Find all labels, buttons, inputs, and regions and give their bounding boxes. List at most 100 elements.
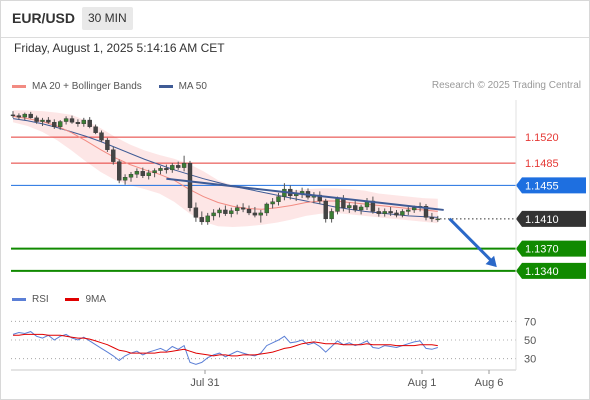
candle xyxy=(28,111,33,119)
candle-body xyxy=(105,139,110,150)
candle-body xyxy=(28,113,33,119)
candle xyxy=(34,115,39,124)
candle-body xyxy=(81,119,87,124)
legend-9ma: 9MA xyxy=(65,294,106,305)
candle xyxy=(429,212,435,222)
candle-body xyxy=(93,126,98,133)
candle-body xyxy=(394,212,399,216)
candle xyxy=(152,168,157,178)
projection-arrow-shaft xyxy=(448,217,495,265)
candle-body xyxy=(52,122,57,127)
candle-body xyxy=(276,196,281,202)
candle xyxy=(146,169,151,180)
candle-body xyxy=(423,206,429,218)
candle-body xyxy=(122,177,128,181)
candle-body xyxy=(211,212,216,217)
level-tag-label: 1.1455 xyxy=(525,180,559,192)
candle-body xyxy=(128,174,134,178)
candle xyxy=(423,204,429,221)
rsi-tick-70: 70 xyxy=(524,316,536,328)
candle xyxy=(52,119,57,129)
candle-body xyxy=(347,205,352,208)
candle-body xyxy=(140,171,146,176)
candle xyxy=(116,159,122,184)
candle-body xyxy=(264,203,269,214)
candle-body xyxy=(223,209,228,214)
ma9-swatch xyxy=(65,298,80,301)
candle xyxy=(264,202,269,216)
level-tag-1-1455: 1.1455 xyxy=(516,177,586,194)
candle-body xyxy=(258,212,263,216)
interval-selector[interactable]: 30 MIN xyxy=(82,7,133,30)
candle-body xyxy=(63,118,69,122)
candle xyxy=(69,115,75,124)
candle xyxy=(353,201,358,213)
legend-ma50: MA 50 xyxy=(158,81,207,92)
legend-ma20: MA 20 + Bollinger Bands xyxy=(12,81,142,92)
candle xyxy=(323,198,328,223)
candle xyxy=(134,168,140,178)
candle-body xyxy=(229,210,234,214)
candle xyxy=(75,119,81,127)
candle xyxy=(93,124,98,135)
candle-body xyxy=(246,208,252,214)
candle xyxy=(187,160,193,212)
candle-body xyxy=(164,168,169,171)
ma20-swatch xyxy=(12,85,26,88)
candle xyxy=(199,211,205,225)
candle xyxy=(128,172,134,182)
candle-body xyxy=(429,217,435,220)
candle xyxy=(223,205,228,216)
candle-body xyxy=(341,198,346,208)
candle-body xyxy=(412,207,417,211)
level-tag-1-1410: 1.1410 xyxy=(516,210,586,227)
projection-arrow-head xyxy=(485,255,497,268)
x-tick-label: Aug 1 xyxy=(408,377,437,389)
candle xyxy=(400,209,405,218)
candle xyxy=(63,116,69,125)
candle xyxy=(40,117,45,126)
candle xyxy=(158,166,163,175)
candle-body xyxy=(175,165,181,168)
level-tag-1-1340: 1.1340 xyxy=(516,262,586,279)
level-tag-label: 1.1410 xyxy=(525,214,559,226)
candle xyxy=(258,209,263,223)
candle xyxy=(347,202,352,213)
candle-body xyxy=(10,114,16,117)
candle-body xyxy=(217,209,222,214)
x-tick-label: Aug 6 xyxy=(475,377,504,389)
candle xyxy=(388,206,393,216)
candle-body xyxy=(187,162,193,208)
candle-body xyxy=(40,119,45,122)
candle-body xyxy=(99,132,104,141)
chart-header: EUR/USD 30 MIN xyxy=(0,0,590,38)
candle xyxy=(234,204,240,215)
candle-body xyxy=(435,218,440,221)
level-tag-1-1370: 1.1370 xyxy=(516,240,586,257)
candle-body xyxy=(353,205,358,211)
candle xyxy=(229,207,234,218)
level-label-1-1520: 1.1520 xyxy=(525,132,559,144)
candle-body xyxy=(152,170,157,173)
resistance-trendline xyxy=(166,177,444,211)
candle-body xyxy=(382,211,387,214)
level-tag-shape xyxy=(516,177,586,194)
candle xyxy=(205,212,210,225)
candle-body xyxy=(146,172,151,176)
candle xyxy=(376,207,381,217)
candle xyxy=(246,205,252,216)
candle-body xyxy=(193,207,199,218)
candle-body xyxy=(46,119,51,123)
candle-body xyxy=(16,115,22,118)
candle xyxy=(10,111,16,118)
candle xyxy=(181,155,187,172)
candle xyxy=(105,137,110,152)
research-credit: Research © 2025 Trading Central xyxy=(431,80,581,91)
candle-body xyxy=(205,215,210,223)
x-tick-label: Jul 31 xyxy=(190,377,219,389)
candle xyxy=(358,204,364,215)
legend-rsi-label: RSI xyxy=(32,294,49,305)
candle-body xyxy=(335,198,340,212)
level-tag-shape xyxy=(516,210,586,227)
